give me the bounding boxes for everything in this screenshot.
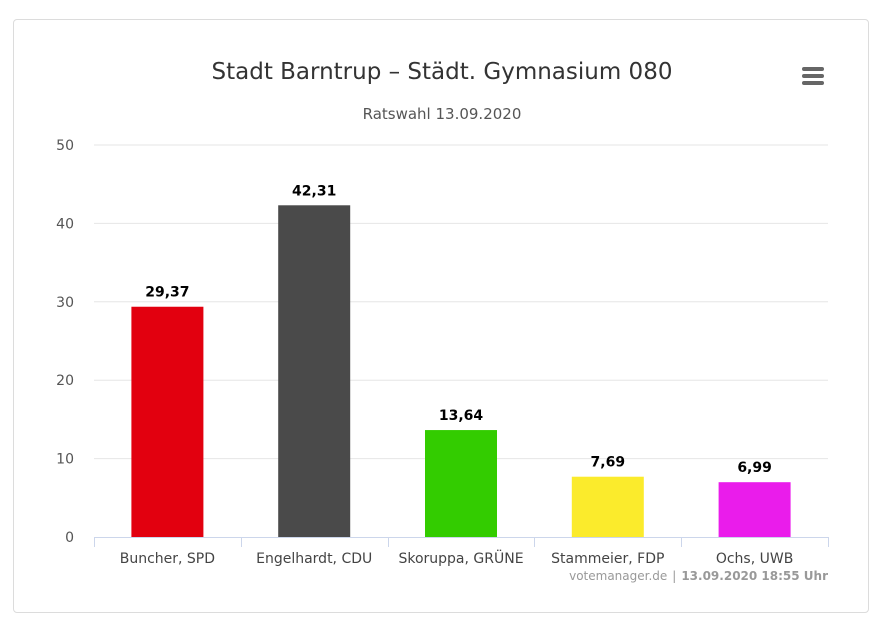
y-tick-label: 30 xyxy=(56,295,74,311)
bar xyxy=(571,476,644,537)
menu-bar-bottom xyxy=(802,81,824,85)
bars xyxy=(131,205,791,537)
data-label: 13,64 xyxy=(439,408,484,424)
data-label: 7,69 xyxy=(591,455,626,471)
bar xyxy=(425,430,497,537)
data-label: 29,37 xyxy=(145,285,189,301)
credits-timestamp: 13.09.2020 18:55 Uhr xyxy=(681,569,828,583)
x-tick-label: Buncher, SPD xyxy=(120,551,215,567)
data-label: 6,99 xyxy=(737,460,772,476)
menu-bar-top xyxy=(802,67,824,71)
credits-separator: | xyxy=(672,569,676,583)
menu-bar-middle xyxy=(802,74,824,78)
y-tick-label: 50 xyxy=(56,138,74,154)
x-tick-label: Skoruppa, GRÜNE xyxy=(398,549,523,567)
y-axis-labels: 0 10 20 30 40 50 xyxy=(56,138,74,546)
chart-title: Stadt Barntrup – Städt. Gymnasium 080 xyxy=(212,59,673,85)
bar xyxy=(278,205,351,537)
y-tick-label: 20 xyxy=(56,373,74,389)
data-label: 42,31 xyxy=(292,183,336,199)
data-labels: 29,37 42,31 13,64 7,69 6,99 xyxy=(145,183,772,476)
x-tick-label: Engelhardt, CDU xyxy=(256,551,372,567)
bar xyxy=(131,306,204,537)
y-tick-label: 0 xyxy=(65,530,74,546)
chart-subtitle: Ratswahl 13.09.2020 xyxy=(363,105,522,123)
x-tick-label: Stammeier, FDP xyxy=(551,551,664,567)
hamburger-menu-icon[interactable] xyxy=(798,62,828,90)
y-tick-label: 40 xyxy=(56,216,74,232)
x-axis: Buncher, SPD Engelhardt, CDU Skoruppa, GRÜ… xyxy=(94,537,829,567)
credits[interactable]: votemanager.de | 13.09.2020 18:55 Uhr xyxy=(569,569,828,583)
credits-source[interactable]: votemanager.de xyxy=(569,569,667,583)
bar xyxy=(718,482,791,537)
y-tick-label: 10 xyxy=(56,452,74,468)
grid-lines xyxy=(94,144,828,460)
x-tick-label: Ochs, UWB xyxy=(716,551,793,567)
